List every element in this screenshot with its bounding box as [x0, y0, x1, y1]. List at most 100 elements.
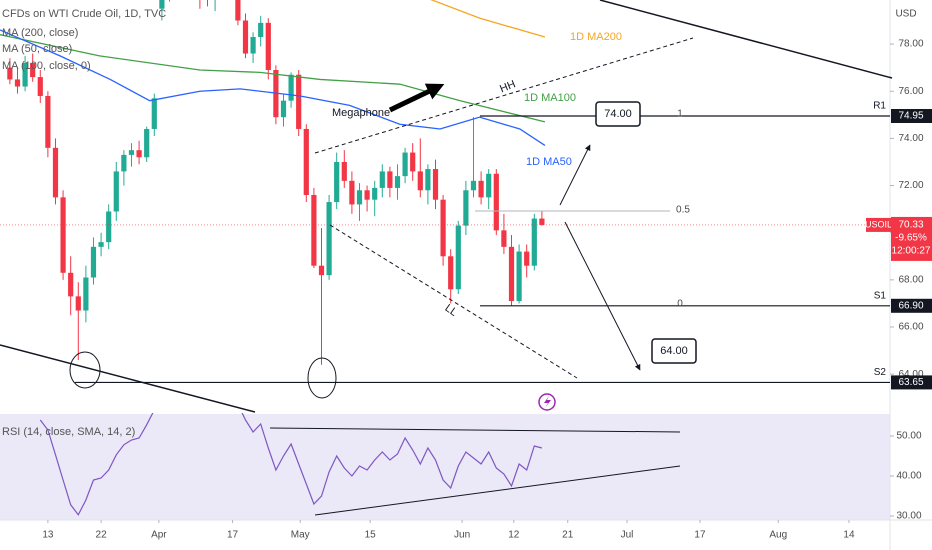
event-bolt — [544, 396, 551, 408]
candle-body — [372, 187, 378, 200]
rsi-trend-line — [269, 427, 681, 433]
rsi-plot — [39, 413, 543, 516]
candle-body — [265, 22, 271, 71]
x-tick-label: Jun — [454, 530, 470, 541]
change-label: -9.65% — [895, 233, 927, 244]
candle-body — [68, 272, 74, 297]
rsi-title: RSI (14, close, SMA, 14, 2) — [2, 426, 135, 438]
x-tick-label: Jul — [621, 530, 634, 541]
candle-body — [151, 98, 157, 129]
legend-label: 1D MA100 — [524, 92, 576, 104]
fib-label: 0 — [677, 299, 683, 310]
candle-body — [22, 62, 28, 87]
countdown-label: 12:00:27 — [892, 246, 931, 257]
y-tick-label: 72.00 — [898, 180, 923, 191]
candle-body — [432, 169, 439, 200]
candle-body — [37, 77, 43, 96]
x-tick-label: 13 — [42, 530, 54, 541]
candle-body — [303, 128, 309, 195]
candle-body — [394, 176, 401, 188]
y-tick-label: 78.00 — [898, 39, 923, 50]
candle-body — [417, 171, 423, 191]
fib-label: 0.5 — [676, 205, 690, 216]
target-up: 74.00 — [604, 108, 632, 120]
candle-body — [311, 194, 317, 266]
megaphone-label: Megaphone — [332, 107, 390, 119]
level-label: 63.65 — [898, 377, 923, 388]
candle-body — [364, 190, 370, 200]
moving-average — [0, 34, 546, 123]
candle-body — [539, 218, 545, 225]
candle-body — [425, 169, 431, 191]
rsi-tick-label: 40.00 — [896, 471, 921, 482]
level-name: S2 — [874, 367, 887, 378]
main-pane — [0, 0, 890, 365]
megaphone-lower — [329, 224, 578, 379]
megaphone-upper — [314, 37, 694, 154]
candle-body — [402, 152, 408, 177]
candle-body — [136, 150, 142, 158]
rsi-line — [39, 413, 543, 516]
moving-average — [0, 29, 546, 147]
candle-body — [334, 161, 340, 203]
x-tick-label: May — [291, 530, 310, 541]
rsi-pane — [0, 414, 890, 520]
y-tick-label: 66.00 — [898, 322, 923, 333]
indicator-label: MA (200, close) — [2, 27, 78, 39]
candle-body — [379, 171, 385, 188]
axes: 78.0076.0074.0072.0070.0068.0066.0064.00… — [42, 31, 932, 541]
candle-body — [280, 100, 287, 118]
candle-body — [30, 62, 36, 78]
chart-title: CFDs on WTI Crude Oil, 1D, TVC — [2, 8, 166, 20]
axis-unit: USD — [895, 9, 916, 20]
trend-line — [599, 0, 893, 79]
candle-body — [463, 190, 469, 226]
symbol-box — [866, 217, 891, 232]
arrow — [564, 221, 641, 371]
x-tick-label: 12 — [508, 530, 520, 541]
rsi-tick-label: 50.00 — [896, 431, 921, 442]
candle-body — [341, 161, 347, 181]
candle-body — [7, 67, 13, 80]
candle-body — [45, 95, 51, 148]
event-icon[interactable] — [538, 393, 556, 411]
candle-body — [440, 199, 446, 257]
candle-body — [98, 242, 104, 247]
legend-label: 1D MA50 — [526, 156, 572, 168]
candle-body — [296, 74, 302, 129]
candle-body — [356, 190, 363, 205]
candle-body — [75, 296, 81, 311]
fib-label: 1 — [677, 109, 683, 120]
level-name: S1 — [874, 290, 887, 301]
candle-body — [478, 180, 484, 198]
y-tick-label: 74.00 — [898, 133, 923, 144]
candle-body — [318, 265, 325, 276]
target-down: 64.00 — [660, 345, 688, 357]
price-box — [891, 216, 932, 261]
y-tick-label: 68.00 — [898, 274, 923, 285]
rsi-tick-label: 30.00 — [896, 511, 921, 522]
circle — [307, 357, 337, 399]
candle-body — [242, 20, 249, 54]
arrow — [388, 83, 445, 113]
candle-body — [501, 230, 507, 247]
candle-body — [113, 171, 119, 212]
candle-body — [486, 173, 492, 198]
candle-body — [493, 173, 499, 231]
candle-body — [516, 251, 522, 302]
x-tick-label: 17 — [694, 530, 706, 541]
target-box — [595, 101, 641, 127]
candle-body — [455, 225, 461, 290]
candle-body — [258, 22, 264, 38]
arrow — [559, 144, 591, 206]
x-tick-label: 22 — [96, 530, 108, 541]
candle-body — [159, 0, 165, 9]
legend-label: 1D MA200 — [570, 31, 622, 43]
candle-body — [83, 277, 89, 311]
candle-body — [90, 246, 97, 278]
level-name: R1 — [873, 101, 886, 112]
candle-body — [128, 150, 135, 155]
x-tick-label: 14 — [843, 530, 855, 541]
rsi-trend-line — [314, 465, 681, 516]
